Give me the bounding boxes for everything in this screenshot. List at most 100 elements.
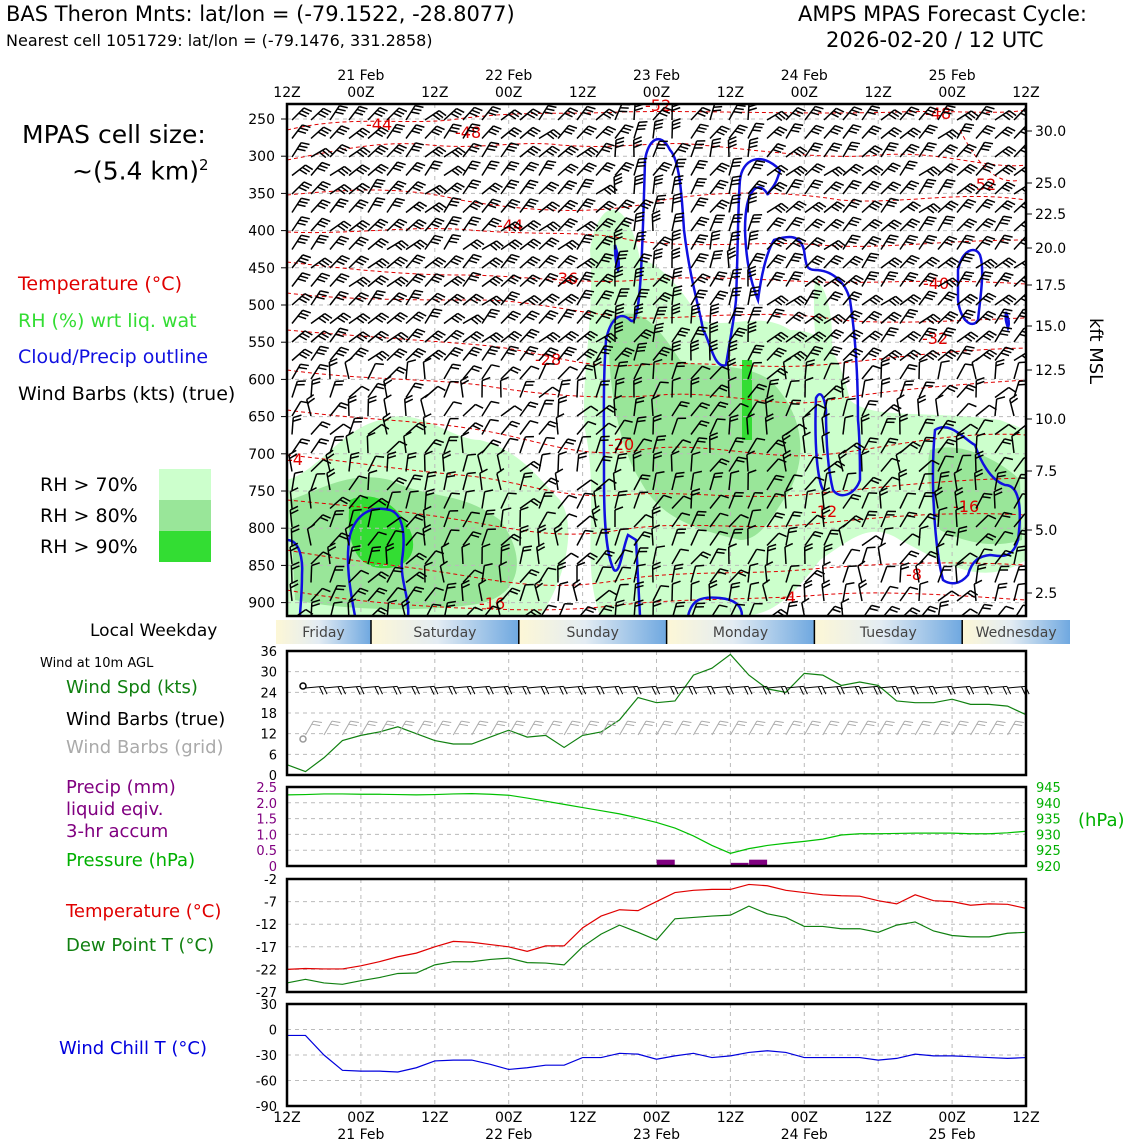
wind-barb (937, 178, 956, 195)
barb-feather (413, 243, 422, 250)
barb-feather (618, 452, 628, 456)
wind-barb (462, 346, 482, 361)
barb-feather (359, 129, 368, 136)
barb-feather (340, 167, 349, 175)
barb-staff (462, 473, 469, 491)
wind-barb (937, 530, 956, 546)
barb-feather (853, 179, 862, 184)
barb-feather (311, 599, 321, 604)
wind-barb (804, 218, 826, 232)
barb-staff (500, 330, 515, 343)
barb-feather (907, 274, 917, 279)
barb-feather (634, 177, 644, 182)
wind-barb (633, 581, 645, 602)
barb-feather (868, 352, 877, 358)
barb-feather (935, 490, 944, 497)
wind-barb (613, 228, 623, 250)
barb-staff (538, 437, 547, 454)
barb-feather (873, 476, 882, 482)
date-tick-label: 23 Feb (633, 68, 680, 84)
barb-feather (564, 223, 573, 229)
barb-feather (608, 422, 617, 428)
barb-feather (1022, 604, 1026, 607)
barb-feather (1003, 308, 1013, 312)
barb-staff (443, 147, 459, 158)
barb-feather (423, 505, 432, 511)
wind-barb (880, 404, 902, 417)
wind-barb (538, 293, 560, 306)
wind-barb (918, 290, 938, 306)
barb-feather (780, 202, 789, 210)
wind-barb (500, 179, 520, 195)
barb-staff (595, 566, 604, 583)
wind-barb (861, 105, 881, 121)
barb-staff (956, 271, 967, 287)
wind-barb (747, 180, 768, 195)
barb-feather (636, 419, 646, 423)
wind-barb (823, 529, 840, 546)
barb-feather (604, 220, 614, 226)
wind-barb (671, 377, 681, 398)
barb-staff (975, 258, 991, 269)
wind-barb (994, 181, 1016, 195)
barb-feather (919, 358, 928, 363)
barb-staff (861, 145, 876, 158)
barb-staff (367, 218, 381, 232)
barb-feather (568, 346, 577, 351)
barb-feather (526, 279, 535, 285)
barb-feather (777, 333, 786, 340)
barb-feather (915, 560, 924, 567)
barb-feather (792, 182, 802, 186)
barb-feather (608, 478, 617, 484)
barb-feather (948, 291, 958, 296)
barb-staff (386, 276, 402, 288)
barb-staff (405, 162, 418, 176)
barb-feather (355, 241, 364, 247)
barb-staff (424, 184, 441, 195)
barb-staff (918, 583, 921, 602)
wind-barb (481, 489, 494, 509)
barb-staff (918, 203, 934, 214)
wind-barb (785, 200, 807, 214)
barb-feather (732, 314, 742, 317)
barb-feather (952, 277, 960, 284)
barb-staff (519, 401, 531, 417)
wind-barb (652, 358, 663, 380)
barb-staff (576, 405, 592, 417)
barb-feather (1008, 110, 1017, 117)
barb-feather (712, 137, 722, 141)
barb-staff (291, 417, 294, 435)
barb-feather (947, 351, 957, 358)
barb-feather (490, 141, 500, 145)
wind-barb (538, 254, 559, 269)
barb-feather (635, 599, 644, 604)
barb-feather (810, 130, 820, 135)
barb-feather (792, 126, 802, 130)
barb-staff (383, 399, 388, 417)
barb-staff (538, 145, 553, 158)
barb-staff (329, 566, 337, 583)
barb-feather (702, 273, 711, 278)
barb-feather (526, 261, 536, 267)
barb-staff (709, 418, 718, 435)
wind-barb (424, 330, 446, 343)
barb-staff (671, 418, 679, 435)
barb-feather (449, 352, 459, 357)
barb-feather (818, 201, 827, 208)
barb-feather (749, 237, 758, 241)
wind-barb (899, 550, 920, 565)
barb-feather (526, 315, 535, 321)
barb-staff (367, 350, 383, 362)
wind-barb (386, 491, 401, 509)
barb-staff (443, 123, 454, 139)
wind-barb (291, 400, 310, 417)
barb-feather (412, 186, 421, 192)
barb-staff (728, 177, 734, 195)
barb-feather (552, 221, 561, 228)
barb-feather (961, 277, 971, 281)
barb-feather (888, 299, 897, 307)
barb-feather (777, 439, 787, 444)
barb-feather (601, 259, 610, 263)
wind-barb (386, 348, 408, 362)
